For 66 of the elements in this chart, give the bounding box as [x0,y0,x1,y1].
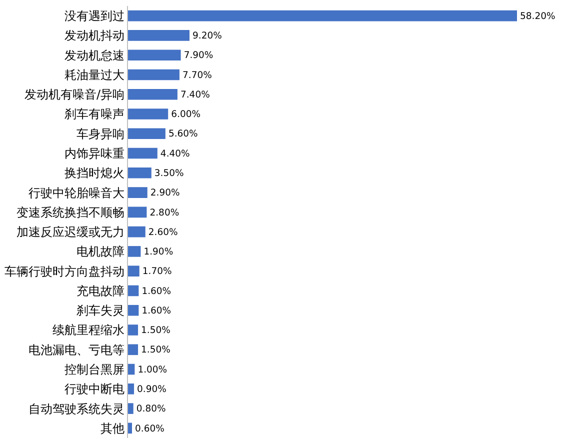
data-label: 0.80% [136,404,166,415]
data-label: 1.50% [141,325,171,336]
bar [128,226,146,238]
y-tick-label: 发动机抖动 [64,28,125,43]
bar [128,187,148,198]
y-tick-label: 车身异响 [76,126,125,141]
bar [128,128,166,140]
data-label: 9.20% [192,30,222,42]
bar [128,324,138,336]
bar [128,344,138,356]
y-tick-label: 内饰异味重 [64,146,125,160]
y-tick-label: 耗油量过大 [64,68,125,82]
data-label: 1.00% [138,364,168,376]
data-label: 0.90% [137,384,167,395]
y-tick-label: 没有遇到过 [64,9,125,24]
bar [128,69,180,80]
data-label: 7.90% [184,50,214,62]
data-label: 1.50% [141,344,171,356]
y-tick-label: 自动驾驶系统失灵 [28,402,125,416]
bar [128,148,158,159]
y-tick-label: 控制台黑屏 [64,362,125,376]
y-tick-label: 行驶中断电 [64,382,125,396]
data-label: 0.60% [135,423,165,434]
bar [128,266,140,276]
bar [128,206,147,218]
bar [128,30,190,41]
data-label: 1.70% [142,266,172,278]
data-label: 7.70% [182,70,212,81]
y-tick-label: 变速系统换挡不顺畅 [16,205,125,220]
data-label: 6.00% [171,109,201,120]
data-label: 3.50% [154,168,184,179]
bar [128,246,141,257]
bar [128,422,132,434]
bar [128,168,152,178]
bar [128,403,134,414]
data-label: 58.20% [520,10,556,22]
y-tick-label: 换挡时熄火 [64,166,125,180]
bar [128,10,517,22]
y-tick-label: 电池漏电、亏电等 [28,342,125,357]
y-tick-label: 加速反应迟缓或无力 [16,225,125,240]
data-label: 1.90% [144,246,174,258]
bar [128,108,168,120]
data-label: 1.60% [142,286,172,297]
y-tick-label: 刹车失灵 [76,304,125,318]
bar [128,88,178,100]
bar [128,285,139,296]
bar [128,364,135,375]
data-label: 2.90% [150,188,180,199]
y-tick-label: 行驶中轮胎噪音大 [28,186,125,200]
data-label: 4.40% [160,148,190,160]
data-label: 1.60% [142,305,172,316]
y-tick-label: 电机故障 [76,244,125,259]
y-tick-label: 发动机怠速 [64,48,125,62]
y-tick-label: 车辆行驶时方向盘抖动 [4,264,125,278]
data-label: 2.60% [148,226,178,238]
data-label: 5.60% [168,128,198,140]
y-tick-label: 续航里程缩水 [52,323,125,338]
y-tick-label: 其他 [100,421,125,436]
bar [128,384,134,394]
y-tick-label: 充电故障 [76,284,125,298]
data-label: 2.80% [150,207,180,218]
bar [128,304,139,316]
data-label: 7.40% [180,89,210,100]
y-tick-label: 刹车有噪声 [64,107,125,122]
bar [128,50,181,60]
y-tick-label: 发动机有噪音/异响 [24,88,125,102]
